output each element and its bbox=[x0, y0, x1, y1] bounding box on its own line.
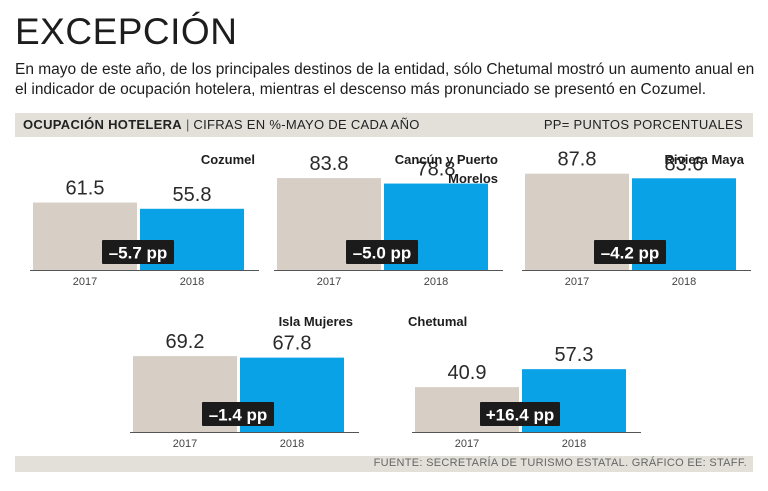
source-footer: FUENTE: SECRETARÍA DE TURISMO ESTATAL. G… bbox=[15, 456, 753, 472]
category-label-2017: 2017 bbox=[455, 438, 479, 450]
chart-legend-bar: OCUPACIÓN HOTELERA | CIFRAS EN %-MAYO DE C… bbox=[15, 113, 753, 137]
legend-separator: | bbox=[186, 117, 190, 132]
change-badge bbox=[102, 240, 174, 264]
change-badge-label: –5.0 pp bbox=[353, 244, 412, 263]
change-badge bbox=[480, 402, 560, 426]
change-badge-label: –5.7 pp bbox=[109, 244, 168, 263]
value-label-2017: 40.9 bbox=[448, 362, 487, 384]
change-badge-label: –4.2 pp bbox=[601, 244, 660, 263]
category-label-2018: 2018 bbox=[424, 276, 448, 288]
change-badge-label: +16.4 pp bbox=[486, 406, 555, 425]
category-label-2017: 2017 bbox=[565, 276, 589, 288]
value-label-2017: 83.8 bbox=[310, 153, 349, 175]
destination-title: Cancún y Puerto bbox=[395, 152, 498, 167]
page-subtitle: En mayo de este año, de los principales … bbox=[15, 61, 755, 98]
change-badge bbox=[346, 240, 418, 264]
category-label-2018: 2018 bbox=[672, 276, 696, 288]
legend-left: OCUPACIÓN HOTELERA | CIFRAS EN %-MAYO DE C… bbox=[23, 117, 420, 132]
category-label-2018: 2018 bbox=[280, 438, 304, 450]
value-label-2017: 87.8 bbox=[558, 149, 597, 171]
destination-title: Riviera Maya bbox=[665, 152, 745, 167]
category-label-2018: 2018 bbox=[562, 438, 586, 450]
value-label-2018: 78.8 bbox=[417, 159, 456, 181]
destination-title: Chetumal bbox=[408, 314, 467, 329]
source-text: FUENTE: SECRETARÍA DE TURISMO ESTATAL. G… bbox=[373, 457, 747, 469]
category-label-2017: 2017 bbox=[317, 276, 341, 288]
indicator-label: OCUPACIÓN HOTELERA bbox=[23, 117, 182, 132]
pp-note: PP= PUNTOS PORCENTUALES bbox=[543, 117, 743, 132]
value-label-2018: 57.3 bbox=[555, 344, 594, 366]
value-label-2018: 67.8 bbox=[273, 333, 312, 355]
value-label-2017: 61.5 bbox=[66, 178, 105, 200]
destination-title: Morelos bbox=[448, 171, 498, 186]
category-label-2017: 2017 bbox=[173, 438, 197, 450]
change-badge bbox=[594, 240, 666, 264]
value-label-2018: 55.8 bbox=[173, 184, 212, 206]
destination-title: Cozumel bbox=[201, 152, 255, 167]
change-badge-label: –1.4 pp bbox=[209, 406, 268, 425]
change-badge bbox=[202, 402, 274, 426]
units-label: CIFRAS EN %-MAYO DE CADA AÑO bbox=[193, 117, 420, 132]
page-title: EXCEPCIÓN bbox=[15, 11, 238, 52]
category-label-2018: 2018 bbox=[180, 276, 204, 288]
destination-title: Isla Mujeres bbox=[279, 314, 353, 329]
value-label-2018: 83.6 bbox=[665, 153, 704, 175]
value-label-2017: 69.2 bbox=[166, 331, 205, 353]
category-label-2017: 2017 bbox=[73, 276, 97, 288]
